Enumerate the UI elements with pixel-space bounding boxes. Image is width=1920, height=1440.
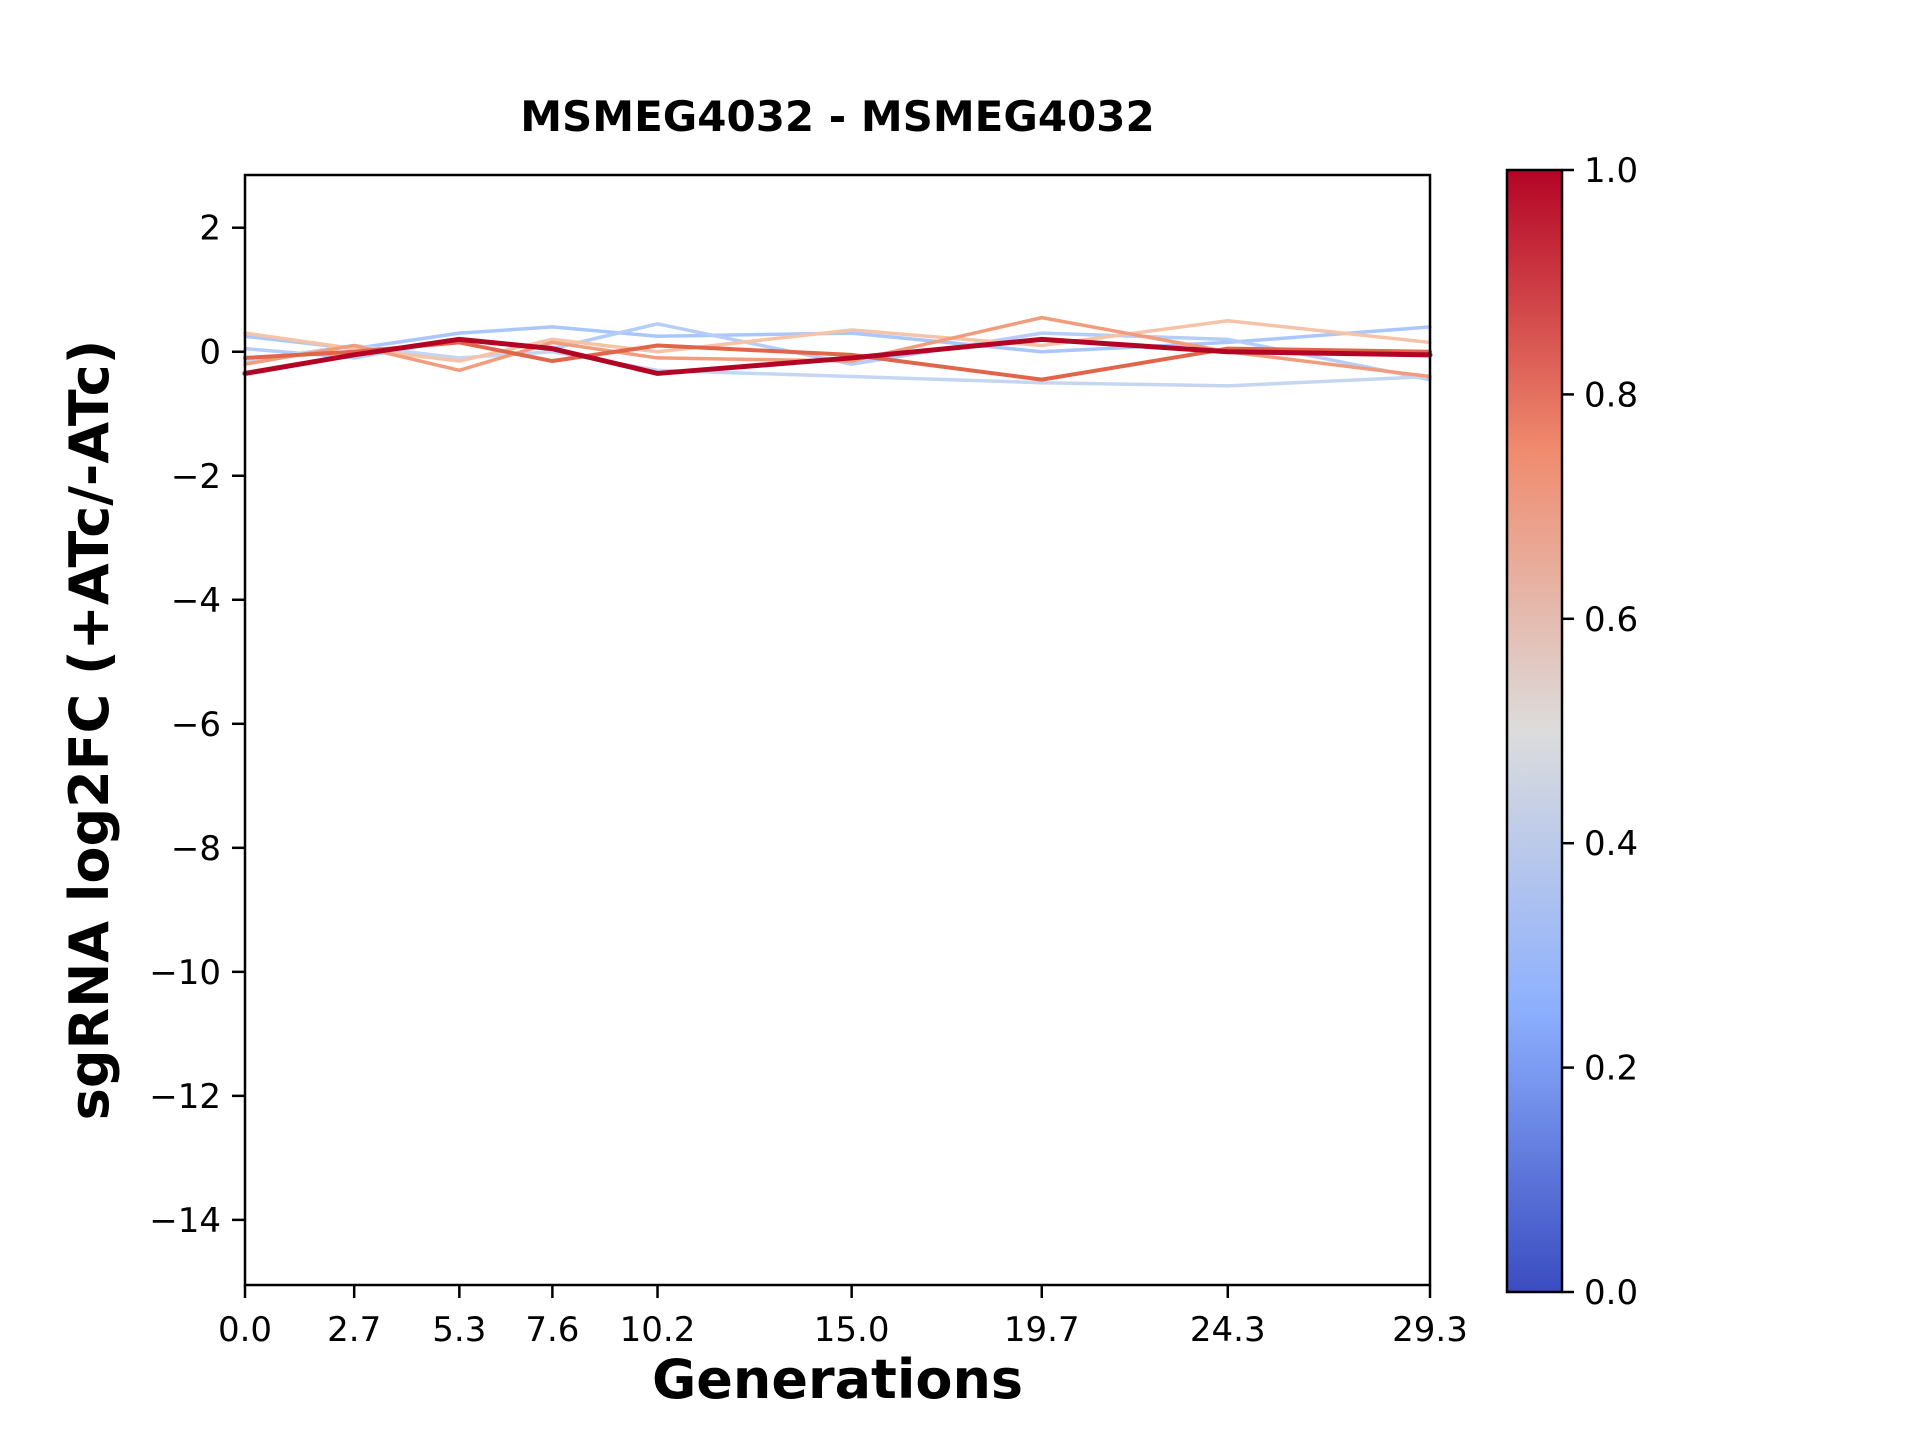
x-tick-label: 2.7	[327, 1310, 381, 1350]
x-tick-label: 10.2	[620, 1310, 696, 1350]
colorbar-tick-label: 0.4	[1584, 824, 1638, 864]
y-axis-label: sgRNA log2FC (+ATc/-ATc)	[58, 339, 121, 1121]
colorbar-tick-label: 0.0	[1584, 1273, 1638, 1313]
colorbar-tick-label: 0.8	[1584, 375, 1638, 415]
colorbar-outline	[1505, 168, 1564, 1294]
y-tick-label: 0	[199, 333, 221, 373]
x-tick-label: 5.3	[432, 1310, 486, 1350]
series-line	[243, 315, 1432, 379]
colorbar-tick-label: 1.0	[1584, 151, 1638, 191]
colorbar-gradient	[1507, 170, 1562, 1292]
x-tick-label: 19.7	[1004, 1310, 1080, 1350]
series-line	[242, 336, 1433, 376]
axes-spines	[243, 173, 1432, 1287]
y-tick-label: −14	[149, 1201, 221, 1241]
y-tick-label: 2	[199, 209, 221, 249]
y-tick-label: −8	[171, 829, 221, 869]
y-tick-label: −2	[171, 457, 221, 497]
y-tick-label: −6	[171, 705, 221, 745]
colorbar-tick-label: 0.2	[1584, 1049, 1638, 1089]
x-tick-label: 0.0	[218, 1310, 272, 1350]
x-tick-label: 29.3	[1392, 1310, 1468, 1350]
y-tick-label: −4	[171, 581, 221, 621]
y-tick-label: −10	[149, 953, 221, 993]
x-tick-label: 15.0	[814, 1310, 890, 1350]
chart-title: MSMEG4032 - MSMEG4032	[520, 92, 1155, 141]
x-tick-label: 7.6	[525, 1310, 579, 1350]
colorbar-tick-label: 0.6	[1584, 600, 1638, 640]
y-tick-label: −12	[149, 1077, 221, 1117]
x-tick-label: 24.3	[1190, 1310, 1266, 1350]
x-axis-label: Generations	[651, 1348, 1024, 1411]
